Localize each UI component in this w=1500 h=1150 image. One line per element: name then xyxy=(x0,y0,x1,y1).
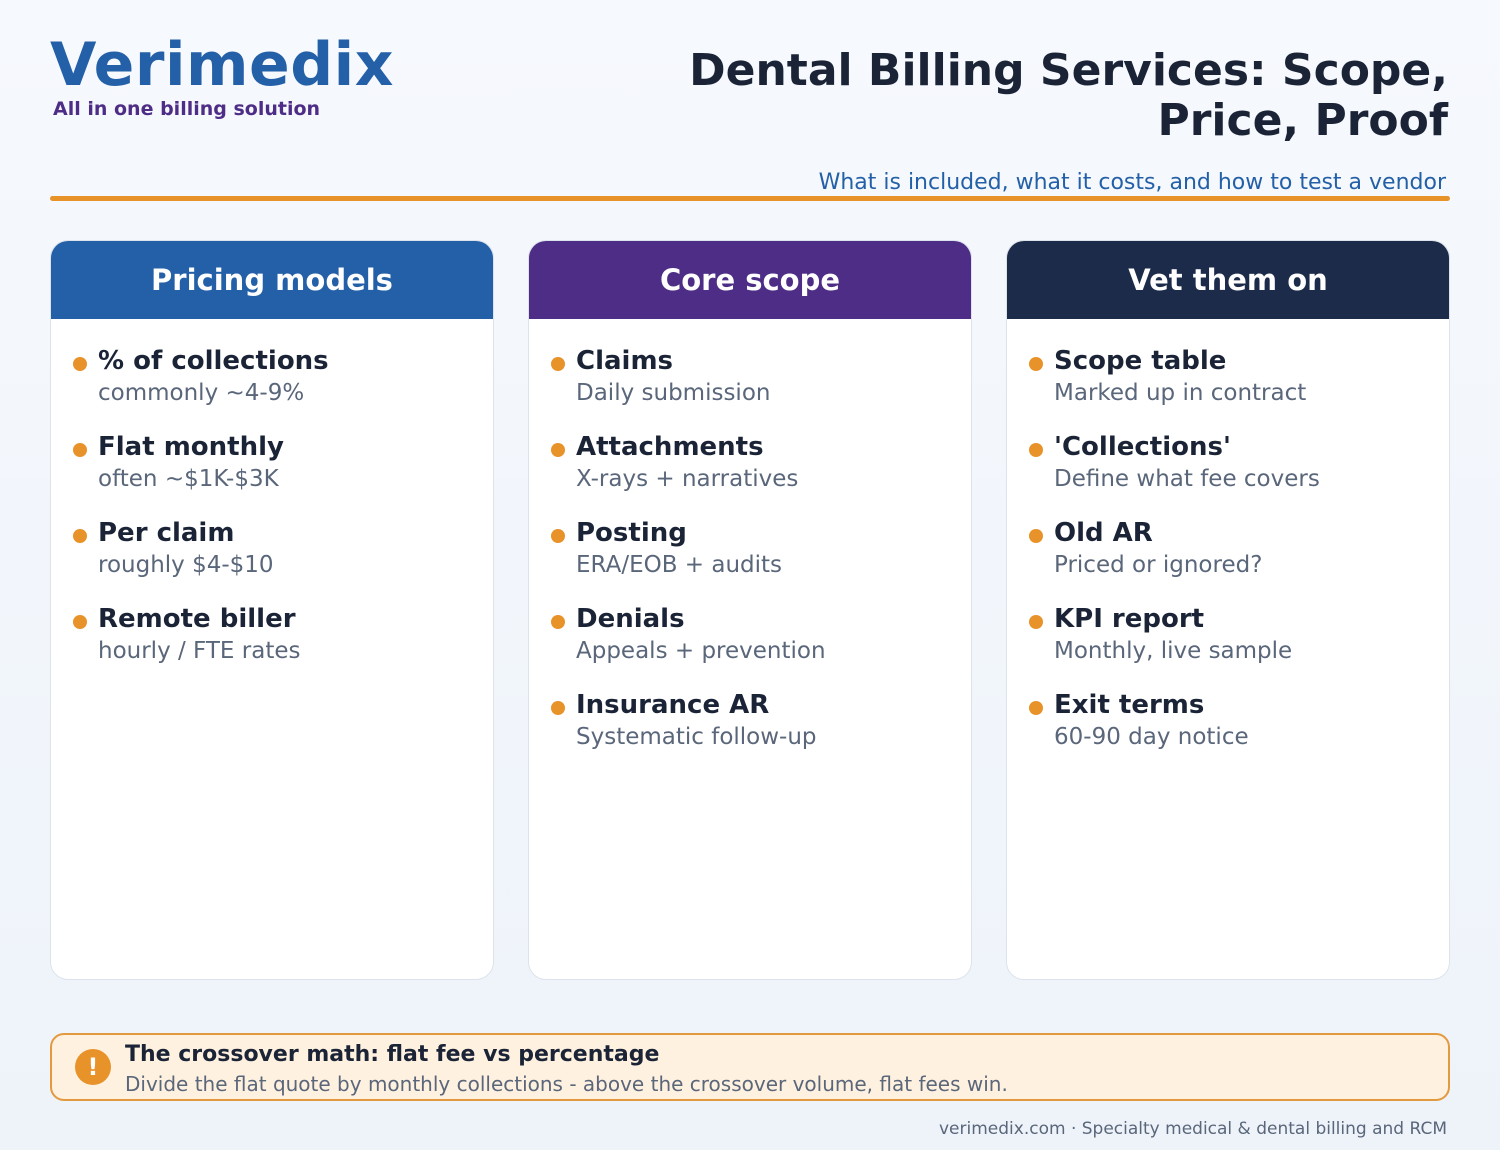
bullet-dot-icon xyxy=(73,357,87,371)
item-description: ERA/EOB + audits xyxy=(576,552,783,578)
item-label: Flat monthly xyxy=(98,432,284,462)
bullet-dot-icon xyxy=(73,529,87,543)
crossover-callout: ! The crossover math: flat fee vs percen… xyxy=(50,1033,1450,1101)
bullet-dot-icon xyxy=(551,357,565,371)
list-item: Old AR Priced or ignored? xyxy=(1007,517,1449,603)
bullet-dot-icon xyxy=(551,701,565,715)
list-item: Claims Daily submission xyxy=(529,345,971,431)
bullet-dot-icon xyxy=(1029,701,1043,715)
header-divider xyxy=(50,196,1450,201)
list-item: Remote biller hourly / FTE rates xyxy=(51,603,493,689)
list-item: Exit terms 60-90 day notice xyxy=(1007,689,1449,775)
list-item: Per claim roughly $4-$10 xyxy=(51,517,493,603)
item-label: Denials xyxy=(576,604,685,634)
item-label: % of collections xyxy=(98,346,329,376)
item-label: Exit terms xyxy=(1054,690,1205,720)
item-description: Marked up in contract xyxy=(1054,380,1307,406)
bullet-dot-icon xyxy=(551,615,565,629)
item-label: Claims xyxy=(576,346,674,376)
card-title: Vet them on xyxy=(1128,263,1328,297)
item-label: Insurance AR xyxy=(576,690,770,720)
card-item-list: % of collections commonly ~4-9% Flat mon… xyxy=(51,319,493,689)
item-label: Remote biller xyxy=(98,604,296,634)
item-description: Monthly, live sample xyxy=(1054,638,1293,664)
list-item: Insurance AR Systematic follow-up xyxy=(529,689,971,775)
card-title: Pricing models xyxy=(151,263,393,297)
list-item: Flat monthly often ~$1K-$3K xyxy=(51,431,493,517)
bullet-dot-icon xyxy=(73,443,87,457)
card-header: Vet them on xyxy=(1007,241,1449,319)
card-item-list: Scope table Marked up in contract 'Colle… xyxy=(1007,319,1449,775)
card-title: Core scope xyxy=(659,263,841,297)
item-description: X-rays + narratives xyxy=(576,466,799,492)
item-label: Posting xyxy=(576,518,687,548)
bullet-dot-icon xyxy=(1029,529,1043,543)
item-description: roughly $4-$10 xyxy=(98,552,274,578)
item-description: Systematic follow-up xyxy=(576,724,817,750)
item-description: often ~$1K-$3K xyxy=(98,466,279,492)
item-description: Daily submission xyxy=(576,380,771,406)
list-item: Posting ERA/EOB + audits xyxy=(529,517,971,603)
brand-logo-text: Verimedix xyxy=(50,30,394,100)
card-pricing-models: Pricing models % of collections commonly… xyxy=(50,240,494,980)
page-title: Dental Billing Services: Scope, Price, P… xyxy=(689,45,1448,146)
item-label: KPI report xyxy=(1054,604,1205,634)
list-item: Scope table Marked up in contract xyxy=(1007,345,1449,431)
item-description: hourly / FTE rates xyxy=(98,638,301,664)
item-label: Old AR xyxy=(1054,518,1153,548)
exclamation-icon: ! xyxy=(75,1049,111,1085)
list-item: 'Collections' Define what fee covers xyxy=(1007,431,1449,517)
list-item: Denials Appeals + prevention xyxy=(529,603,971,689)
callout-title: The crossover math: flat fee vs percenta… xyxy=(125,1042,660,1067)
footer-text: verimedix.com · Specialty medical & dent… xyxy=(939,1119,1447,1139)
card-vet-them-on: Vet them on Scope table Marked up in con… xyxy=(1006,240,1450,980)
bullet-dot-icon xyxy=(551,529,565,543)
bullet-dot-icon xyxy=(1029,357,1043,371)
bullet-dot-icon xyxy=(73,615,87,629)
list-item: KPI report Monthly, live sample xyxy=(1007,603,1449,689)
callout-text: Divide the flat quote by monthly collect… xyxy=(125,1072,1008,1096)
item-label: Attachments xyxy=(576,432,764,462)
item-description: Appeals + prevention xyxy=(576,638,826,664)
item-description: Define what fee covers xyxy=(1054,466,1320,492)
item-label: Scope table xyxy=(1054,346,1227,376)
item-description: 60-90 day notice xyxy=(1054,724,1249,750)
brand-tagline: All in one billing solution xyxy=(53,98,321,120)
bullet-dot-icon xyxy=(1029,443,1043,457)
list-item: % of collections commonly ~4-9% xyxy=(51,345,493,431)
list-item: Attachments X-rays + narratives xyxy=(529,431,971,517)
bullet-dot-icon xyxy=(551,443,565,457)
card-item-list: Claims Daily submission Attachments X-ra… xyxy=(529,319,971,775)
item-label: Per claim xyxy=(98,518,235,548)
page-subtitle: What is included, what it costs, and how… xyxy=(818,170,1446,195)
item-description: Priced or ignored? xyxy=(1054,552,1263,578)
item-label: 'Collections' xyxy=(1054,432,1231,462)
card-header: Core scope xyxy=(529,241,971,319)
bullet-dot-icon xyxy=(1029,615,1043,629)
card-header: Pricing models xyxy=(51,241,493,319)
card-core-scope: Core scope Claims Daily submission Attac… xyxy=(528,240,972,980)
item-description: commonly ~4-9% xyxy=(98,380,305,406)
brand-block: Verimedix All in one billing solution xyxy=(50,30,394,120)
